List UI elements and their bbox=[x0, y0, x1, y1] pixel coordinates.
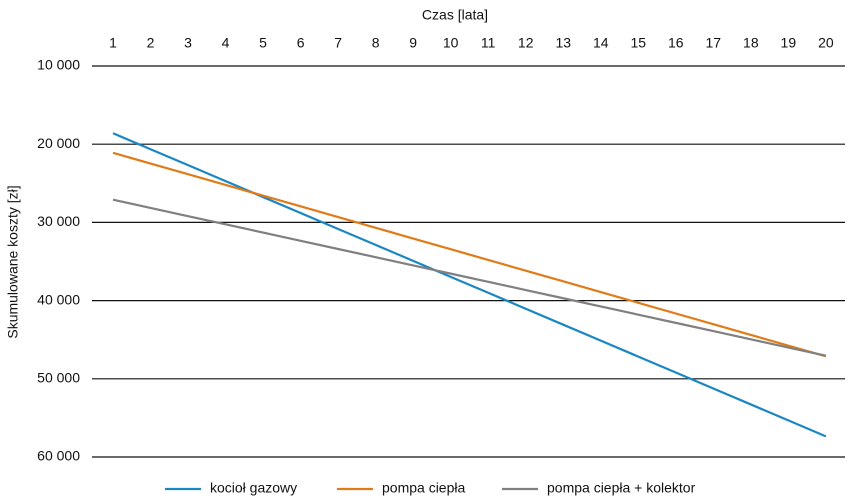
x-tick-label: 17 bbox=[706, 35, 722, 51]
x-tick-label: 8 bbox=[372, 35, 380, 51]
series-line bbox=[112, 198, 827, 357]
x-tick-label: 3 bbox=[184, 35, 192, 51]
x-tick-label: 13 bbox=[555, 35, 571, 51]
y-tick-label: 10 000 bbox=[37, 57, 80, 73]
x-tick-label: 1 bbox=[109, 35, 117, 51]
x-tick-label: 6 bbox=[297, 35, 305, 51]
x-tick-label: 4 bbox=[222, 35, 230, 51]
x-tick-label: 2 bbox=[147, 35, 155, 51]
y-tick-label: 20 000 bbox=[37, 135, 80, 151]
y-axis-label: Skumulowane koszty [zł] bbox=[5, 185, 21, 338]
y-tick-label: 30 000 bbox=[37, 213, 80, 229]
x-tick-label: 5 bbox=[259, 35, 267, 51]
legend-label: kocioł gazowy bbox=[210, 480, 297, 496]
series-line bbox=[112, 132, 827, 438]
x-tick-label: 20 bbox=[818, 35, 834, 51]
x-tick-label: 18 bbox=[743, 35, 759, 51]
legend-label: pompa ciepła + kolektor bbox=[547, 480, 696, 496]
x-axis-label: Czas [lata] bbox=[422, 7, 488, 23]
x-tick-label: 15 bbox=[630, 35, 646, 51]
x-tick-label: 11 bbox=[481, 35, 496, 51]
series-line bbox=[112, 151, 827, 358]
x-tick-label: 9 bbox=[409, 35, 417, 51]
x-tick-label: 19 bbox=[781, 35, 797, 51]
y-tick-label: 40 000 bbox=[37, 291, 80, 307]
legend-label: pompa ciepła bbox=[382, 480, 465, 496]
x-tick-label: 12 bbox=[518, 35, 534, 51]
x-tick-label: 10 bbox=[443, 35, 459, 51]
y-tick-label: 60 000 bbox=[37, 448, 80, 464]
y-tick-label: 50 000 bbox=[37, 370, 80, 386]
x-tick-label: 14 bbox=[593, 35, 609, 51]
x-tick-label: 7 bbox=[334, 35, 342, 51]
x-tick-label: 16 bbox=[668, 35, 684, 51]
